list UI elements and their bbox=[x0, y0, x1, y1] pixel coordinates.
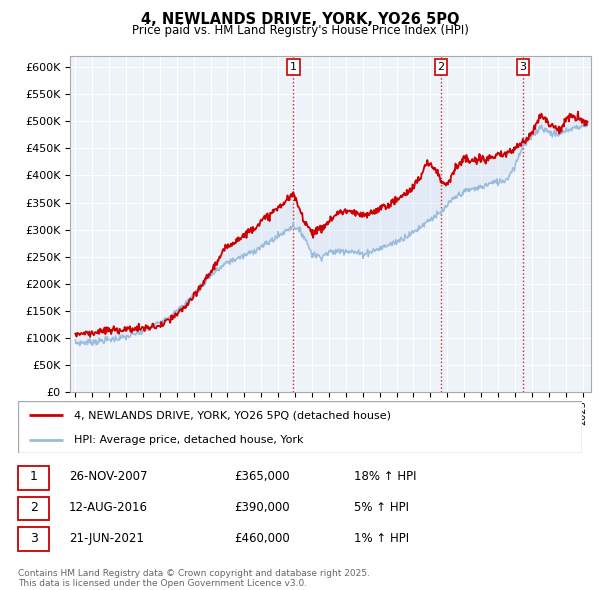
Text: 5% ↑ HPI: 5% ↑ HPI bbox=[354, 501, 409, 514]
Text: £390,000: £390,000 bbox=[234, 501, 290, 514]
Text: 4, NEWLANDS DRIVE, YORK, YO26 5PQ (detached house): 4, NEWLANDS DRIVE, YORK, YO26 5PQ (detac… bbox=[74, 410, 391, 420]
Text: 18% ↑ HPI: 18% ↑ HPI bbox=[354, 470, 416, 483]
Text: HPI: Average price, detached house, York: HPI: Average price, detached house, York bbox=[74, 435, 304, 444]
Text: 4, NEWLANDS DRIVE, YORK, YO26 5PQ: 4, NEWLANDS DRIVE, YORK, YO26 5PQ bbox=[141, 12, 459, 27]
Text: £460,000: £460,000 bbox=[234, 532, 290, 545]
Text: 1% ↑ HPI: 1% ↑ HPI bbox=[354, 532, 409, 545]
FancyBboxPatch shape bbox=[18, 401, 582, 453]
Text: Contains HM Land Registry data © Crown copyright and database right 2025.
This d: Contains HM Land Registry data © Crown c… bbox=[18, 569, 370, 588]
Text: 1: 1 bbox=[29, 470, 38, 483]
Text: 1: 1 bbox=[290, 62, 297, 72]
Text: Price paid vs. HM Land Registry's House Price Index (HPI): Price paid vs. HM Land Registry's House … bbox=[131, 24, 469, 37]
Text: 21-JUN-2021: 21-JUN-2021 bbox=[69, 532, 144, 545]
Text: £365,000: £365,000 bbox=[234, 470, 290, 483]
Text: 12-AUG-2016: 12-AUG-2016 bbox=[69, 501, 148, 514]
Text: 26-NOV-2007: 26-NOV-2007 bbox=[69, 470, 148, 483]
Text: 3: 3 bbox=[29, 532, 38, 545]
Text: 2: 2 bbox=[29, 501, 38, 514]
Text: 2: 2 bbox=[437, 62, 445, 72]
Text: 3: 3 bbox=[520, 62, 526, 72]
